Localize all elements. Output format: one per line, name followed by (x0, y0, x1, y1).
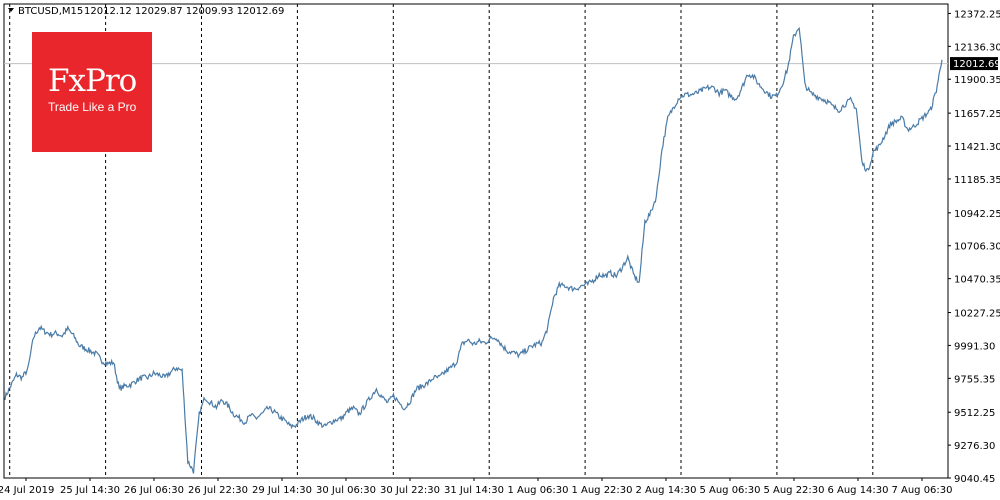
x-tick-label: 1 Aug 06:30 (507, 485, 568, 496)
ohlc-values: 12012.12 12029.87 12009.93 12012.69 (84, 6, 284, 17)
y-tick-label: 11421.30 (954, 142, 1000, 153)
x-tick-label: 30 Jul 06:30 (316, 485, 376, 496)
logo-name: FxPro (48, 63, 137, 99)
y-tick-label: 9512.25 (954, 408, 995, 419)
x-tick-label: 26 Jul 06:30 (124, 485, 184, 496)
y-tick-label: 12136.30 (954, 42, 1000, 53)
y-tick-label: 10942.25 (954, 209, 1000, 220)
logo-tagline: Trade Like a Pro (48, 100, 137, 114)
price-tag-background (950, 57, 998, 71)
y-tick-label: 9755.35 (954, 374, 995, 385)
y-tick-label: 11185.35 (954, 175, 1000, 186)
x-tick-label: 6 Aug 14:30 (827, 485, 888, 496)
price-tag: 12012.69 (950, 57, 1000, 71)
menu-triangle-icon[interactable] (8, 8, 14, 12)
y-tick-label: 12372.25 (954, 9, 1000, 20)
x-tick-label: 1 Aug 22:30 (571, 485, 632, 496)
x-tick-label: 7 Aug 06:30 (891, 485, 952, 496)
y-tick-label: 9276.30 (954, 441, 995, 452)
x-tick-label: 5 Aug 06:30 (699, 485, 760, 496)
x-tick-label: 24 Jul 2019 (0, 485, 54, 496)
x-tick-label: 30 Jul 22:30 (380, 485, 440, 496)
y-tick-label: 11900.35 (954, 75, 1000, 86)
y-tick-label: 9991.30 (954, 341, 995, 352)
fxpro-logo: FxPro Trade Like a Pro (32, 32, 152, 152)
chart-symbol: BTCUSD,M15 (18, 6, 83, 17)
x-tick-label: 29 Jul 14:30 (252, 485, 312, 496)
price-tag-text: 12012.69 (953, 59, 1000, 70)
x-tick-label: 25 Jul 14:30 (60, 485, 120, 496)
y-tick-label: 11657.25 (954, 109, 1000, 120)
y-tick-label: 10470.35 (954, 275, 1000, 286)
plot-frame (3, 3, 949, 479)
x-tick-label: 26 Jul 22:30 (188, 485, 248, 496)
x-tick-label: 5 Aug 22:30 (763, 485, 824, 496)
x-tick-label: 2 Aug 14:30 (635, 485, 696, 496)
y-tick-label: 10227.25 (954, 309, 1000, 320)
y-tick-label: 9040.45 (954, 474, 995, 485)
y-tick-label: 10706.30 (954, 242, 1000, 253)
series-line (4, 26, 943, 474)
x-tick-label: 31 Jul 14:30 (444, 485, 504, 496)
